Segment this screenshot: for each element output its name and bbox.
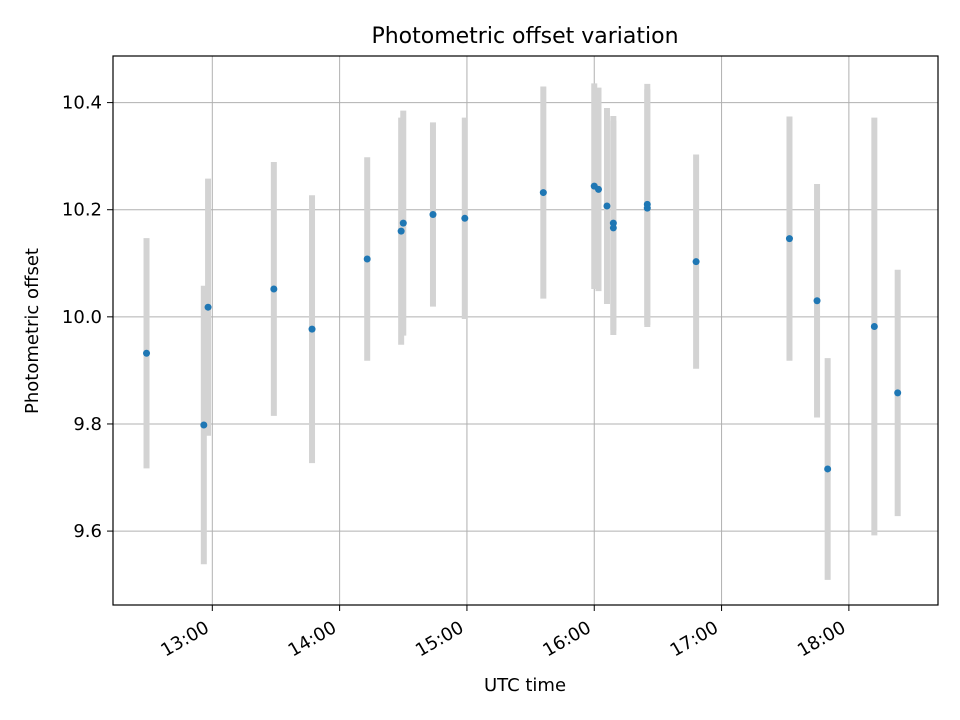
data-point <box>594 185 602 193</box>
y-tick-label: 9.8 <box>73 414 102 435</box>
data-point <box>429 211 437 219</box>
data-point <box>692 258 700 266</box>
data-point <box>813 297 821 305</box>
data-point <box>204 303 212 311</box>
data-point <box>397 227 405 235</box>
data-point <box>308 325 316 333</box>
plot-frame <box>112 55 939 606</box>
data-point <box>461 214 469 222</box>
data-point <box>824 465 832 473</box>
y-axis: 9.6 9.8 10.0 10.2 10.4 <box>62 93 113 542</box>
x-axis-label: UTC time <box>484 675 566 696</box>
data-point <box>270 285 278 293</box>
data-point <box>143 349 151 357</box>
y-tick-label: 10.4 <box>62 93 102 114</box>
data-point <box>399 219 407 227</box>
y-axis-label: Photometric offset <box>22 248 43 414</box>
data-point <box>894 389 902 397</box>
y-tick-label: 10.0 <box>62 307 102 328</box>
chart-title: Photometric offset variation <box>371 24 678 49</box>
y-tick-label: 10.2 <box>62 200 102 221</box>
data-point <box>643 204 651 212</box>
data-point <box>603 202 611 210</box>
data-point <box>609 224 617 232</box>
data-point <box>363 255 371 263</box>
data-point <box>609 219 617 227</box>
data-point <box>200 421 208 429</box>
data-points <box>143 182 902 473</box>
data-point <box>539 189 547 197</box>
data-point <box>870 322 878 330</box>
y-tick-label: 9.6 <box>73 521 102 542</box>
data-point <box>785 235 793 243</box>
